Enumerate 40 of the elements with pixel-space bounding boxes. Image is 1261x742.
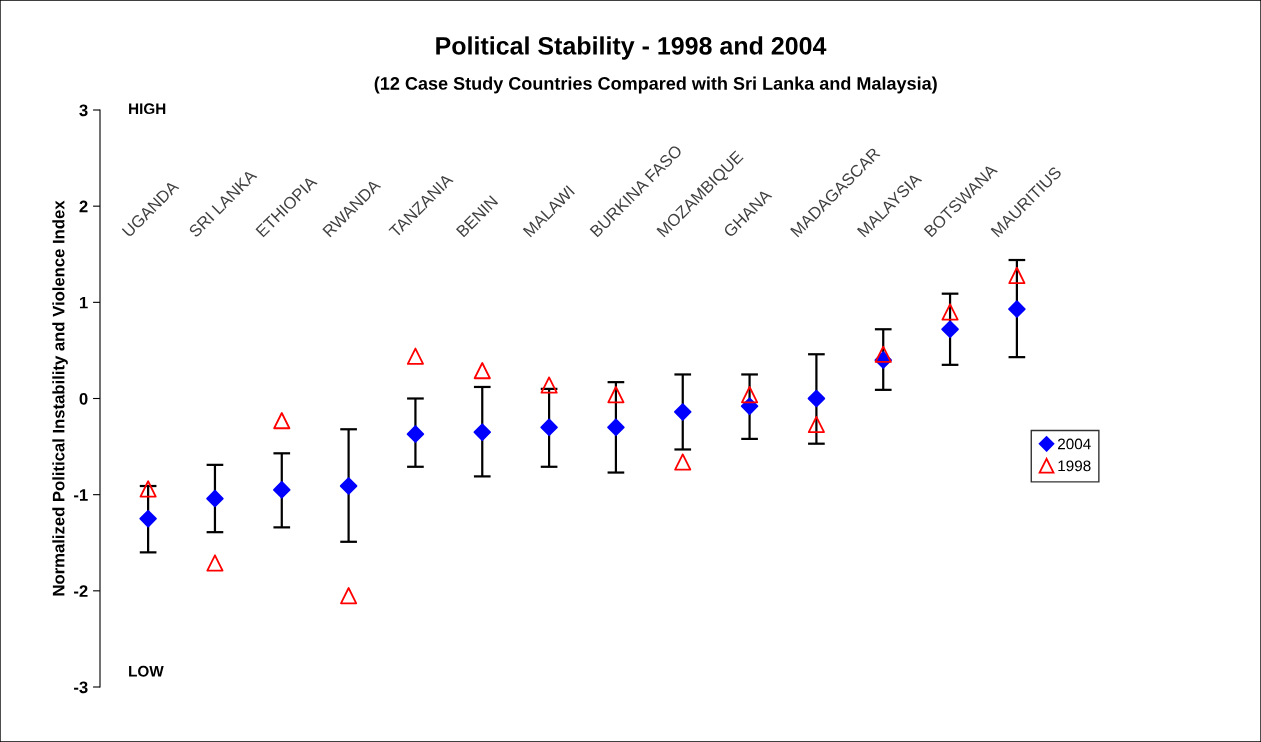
y-tick-label: 1: [79, 296, 88, 309]
point: [206, 489, 224, 508]
point: [1008, 266, 1026, 284]
point: [273, 412, 291, 430]
point: [941, 303, 959, 321]
y-tick-label: 3: [79, 104, 88, 117]
point: [406, 425, 425, 443]
point: [473, 423, 492, 441]
point: [607, 418, 625, 437]
chart-title: Political Stability - 1998 and 2004: [436, 36, 827, 60]
legend-label: 2004: [1058, 438, 1091, 450]
legend-label: 1998: [1058, 460, 1091, 472]
point: [741, 386, 759, 404]
chart-subtitle: (12 Case Study Countries Compared with Sri Lanka and Malaysia): [374, 76, 937, 94]
point: [406, 347, 424, 365]
point: [273, 481, 291, 499]
point: [139, 509, 157, 528]
point: [339, 477, 358, 495]
point: [340, 587, 358, 605]
annotation: HIGH: [129, 103, 166, 115]
point: [473, 362, 491, 380]
point: [607, 386, 625, 404]
y-tick-label: -2: [74, 585, 88, 597]
point: [807, 415, 825, 434]
point: [941, 320, 959, 339]
point: [206, 554, 224, 572]
point: [139, 480, 157, 498]
y-tick-label: 2: [79, 200, 88, 213]
point: [1008, 300, 1026, 318]
y-tick-label: -1: [74, 489, 88, 501]
y-axis-title: Normalized Political Instability and Violence Index: [52, 200, 68, 596]
point: [874, 345, 892, 363]
annotation: LOW: [129, 665, 164, 677]
point: [540, 418, 558, 437]
y-tick-label: 0: [79, 392, 88, 405]
point: [807, 389, 826, 408]
point: [673, 403, 692, 421]
y-tick-label: -3: [74, 681, 88, 694]
point: [674, 453, 692, 471]
point: [540, 376, 558, 394]
